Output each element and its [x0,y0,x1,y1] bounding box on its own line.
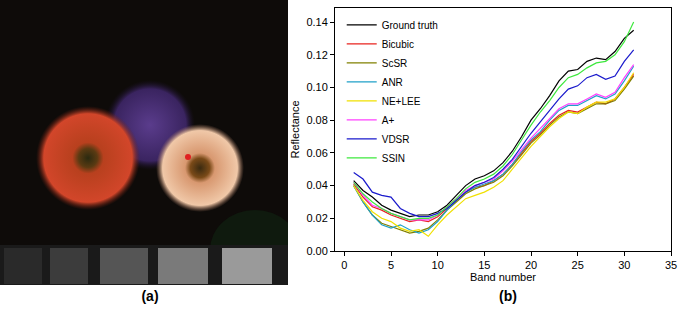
svg-text:0: 0 [341,259,347,271]
svg-text:15: 15 [478,259,490,271]
svg-text:ANR: ANR [382,77,403,88]
svg-text:35: 35 [665,259,677,271]
svg-text:0.02: 0.02 [306,212,327,224]
svg-text:A+: A+ [382,115,395,126]
svg-text:0.12: 0.12 [306,49,327,61]
svg-text:20: 20 [525,259,537,271]
svg-text:0.04: 0.04 [306,179,327,191]
svg-text:0.14: 0.14 [306,16,327,28]
svg-text:0.08: 0.08 [306,114,327,126]
svg-text:30: 30 [618,259,630,271]
svg-text:0.10: 0.10 [306,81,327,93]
html-text:(b): (b) [499,288,517,304]
svg-text:Ground truth: Ground truth [382,20,438,31]
svg-text:0.06: 0.06 [306,147,327,159]
svg-text:Bicubic: Bicubic [382,39,414,50]
svg-text:5: 5 [388,259,394,271]
svg-text:10: 10 [432,259,444,271]
svg-text:0.00: 0.00 [306,245,327,257]
svg-text:Band number: Band number [470,271,536,283]
html-text:(a): (a) [141,288,159,304]
svg-text:25: 25 [572,259,584,271]
svg-text:NE+LEE: NE+LEE [382,96,421,107]
svg-text:Reflectance: Reflectance [289,100,301,158]
svg-text:VDSR: VDSR [382,134,410,145]
svg-text:SSIN: SSIN [382,153,405,164]
svg-text:ScSR: ScSR [382,58,408,69]
